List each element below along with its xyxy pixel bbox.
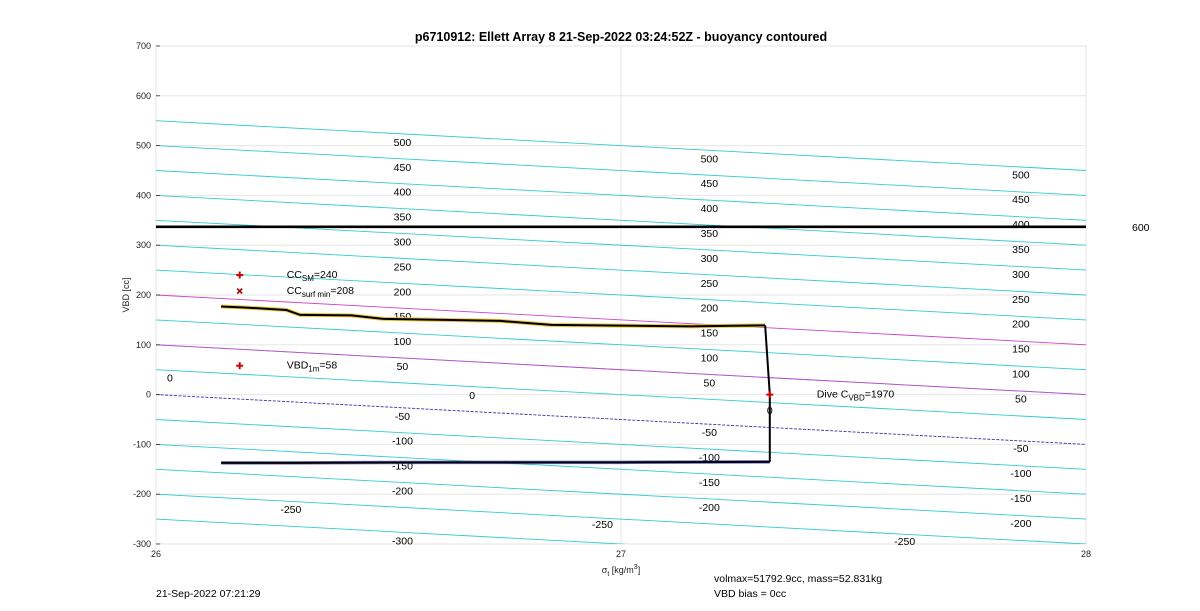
contour-label: 50 <box>704 377 716 389</box>
series-2 <box>221 460 770 464</box>
contour-label: -100 <box>392 436 413 448</box>
contour-label: 400 <box>394 187 412 199</box>
chart-title: p6710912: Ellett Array 8 21-Sep-2022 03:… <box>415 30 827 44</box>
y-tick-label: 700 <box>136 41 151 51</box>
contour-label: 350 <box>394 212 412 224</box>
contour-label: 50 <box>1015 393 1027 405</box>
contour-label: -100 <box>1010 468 1031 480</box>
contour-label: 100 <box>701 353 719 365</box>
contour-line <box>156 145 1086 196</box>
contour-line <box>156 518 630 544</box>
contour-label: -150 <box>1010 493 1031 505</box>
contour-line <box>156 120 1086 171</box>
y-tick-label: -300 <box>133 539 151 549</box>
contour-labels: 500450400350300250200150100500-50-100-15… <box>167 137 1032 548</box>
contour-label: 0 <box>167 372 173 384</box>
series-0 <box>221 305 766 328</box>
contour-label: 50 <box>397 361 409 373</box>
contour-label: 500 <box>1012 169 1030 181</box>
y-tick-label: 300 <box>136 240 151 250</box>
contour-label: 450 <box>701 178 719 190</box>
reference-line-label: 600 <box>1132 222 1150 234</box>
contour-label: 150 <box>701 328 719 340</box>
x-tick-label: 27 <box>616 549 626 559</box>
contour-line <box>156 468 1086 520</box>
footer-date: 21-Sep-2022 07:21:29 <box>156 588 261 600</box>
marker-cross-b <box>236 287 243 295</box>
contour-line <box>156 219 1086 271</box>
marker-annotation: CCsurf min=208 <box>287 285 354 299</box>
marker-annotation: VBD1m=58 <box>287 360 338 374</box>
contour-label: 250 <box>1012 294 1030 306</box>
contour-label: 300 <box>1012 269 1030 281</box>
contour-label: 150 <box>1012 344 1030 356</box>
contour-label: 350 <box>1012 244 1030 256</box>
contour-label: -50 <box>1013 443 1028 455</box>
footer-vbd-bias: VBD bias = 0cc <box>714 588 787 600</box>
contour-label: -250 <box>894 536 915 548</box>
contour-line-magenta <box>156 344 1086 396</box>
contour-label: 350 <box>701 228 719 240</box>
contour-line <box>156 419 1086 470</box>
reference-hline: 600 <box>156 222 1150 234</box>
x-tick-label: 28 <box>1081 549 1091 559</box>
contour-line <box>156 244 1086 296</box>
contour-label: 450 <box>1012 194 1030 206</box>
markers: CCSM=240 CCsurf min=208 VBD1m=58 Dive CVBD=… <box>236 269 894 403</box>
contour-label: 400 <box>701 203 719 215</box>
footer-volmax: volmax=51792.9cc, mass=52.831kg <box>714 573 883 585</box>
contour-line <box>156 170 1086 221</box>
y-axis-ticks: -300 -200 -100 0 100 200 300 400 500 600 700 <box>133 41 160 549</box>
marker-annotation: Dive CVBD=1970 <box>817 389 895 403</box>
contour-label: 200 <box>394 286 412 298</box>
contour-label: -250 <box>592 519 613 531</box>
contour-label: 250 <box>701 278 719 290</box>
contour-label: -200 <box>392 485 413 497</box>
contour-label: -300 <box>392 535 413 547</box>
contour-line <box>156 569 1086 611</box>
contour-line-zero <box>156 394 1086 445</box>
contour-label: 100 <box>1012 368 1030 380</box>
contour-label: 300 <box>701 253 719 265</box>
contour-label: -150 <box>699 477 720 489</box>
x-tick-label: 26 <box>151 549 161 559</box>
contour-label: 400 <box>1012 219 1030 231</box>
y-tick-label: 400 <box>136 190 151 200</box>
contour-label: 0 <box>469 390 475 402</box>
contour-line <box>156 369 1086 420</box>
x-axis-ticks: 26 27 28 <box>151 549 1091 559</box>
contour-line <box>156 493 1086 544</box>
contour-label: -200 <box>699 502 720 514</box>
contour-label: 300 <box>394 236 412 248</box>
contour-line <box>156 443 1086 495</box>
contour-label: 250 <box>394 261 412 273</box>
contour-line <box>156 319 1086 371</box>
x-axis-label: σt [kg/m3] <box>602 564 640 578</box>
contour-label: 500 <box>701 153 719 165</box>
y-tick-label: -100 <box>133 439 151 449</box>
contour-label: -200 <box>1010 518 1031 530</box>
contour-label: 200 <box>1012 319 1030 331</box>
contour-line <box>156 194 1086 246</box>
contour-label: 200 <box>701 303 719 315</box>
y-tick-label: 500 <box>136 141 151 151</box>
y-tick-label: 200 <box>136 290 151 300</box>
y-tick-label: 0 <box>146 390 151 400</box>
contour-label: 450 <box>394 162 412 174</box>
contour-label: -50 <box>395 411 410 423</box>
y-tick-label: 600 <box>136 91 151 101</box>
y-axis-label: VBD [cc] <box>121 277 131 312</box>
marker-annotation: CCSM=240 <box>287 269 338 283</box>
contour-label: 100 <box>394 336 412 348</box>
y-tick-label: -200 <box>133 489 151 499</box>
contour-line-magenta <box>156 294 1086 346</box>
dive-trace <box>221 304 771 465</box>
buoyancy-contours <box>156 120 1086 611</box>
y-tick-label: 100 <box>136 340 151 350</box>
contour-label: 500 <box>394 137 412 149</box>
contour-label: -50 <box>702 427 717 439</box>
contour-line <box>156 269 1086 321</box>
contour-label: -250 <box>280 504 301 516</box>
